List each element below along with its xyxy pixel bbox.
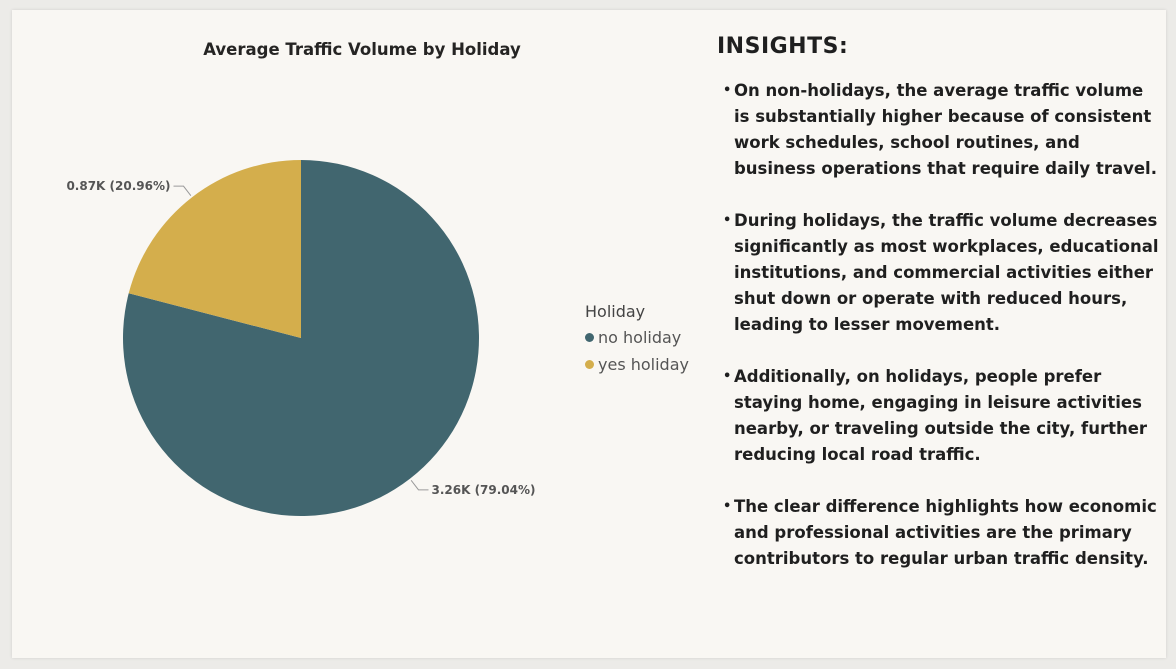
leader-line-no-holiday — [410, 480, 429, 491]
insight-text: On non-holidays, the average traffic vol… — [734, 81, 1157, 178]
insights-list: • On non-holidays, the average traffic vo… — [723, 78, 1163, 572]
legend-label-no-holiday: no holiday — [598, 328, 682, 347]
insight-item: • Additionally, on holidays, people prefe… — [723, 364, 1163, 468]
legend-item-no-holiday[interactable]: no holiday — [585, 324, 689, 351]
insight-item: • On non-holidays, the average traffic vo… — [723, 78, 1163, 182]
legend-item-yes-holiday[interactable]: yes holiday — [585, 351, 689, 378]
insight-item: • The clear difference highlights how eco… — [723, 494, 1163, 572]
legend-dot-yes-holiday — [585, 360, 594, 369]
insight-item: • During holidays, the traffic volume dec… — [723, 208, 1163, 338]
data-label-yes-holiday: 0.87K (20.96%) — [66, 179, 170, 193]
legend-title: Holiday — [585, 302, 646, 321]
data-label-no-holiday: 3.26K (79.04%) — [431, 483, 535, 497]
pie-slice-yes-holiday[interactable] — [128, 160, 301, 338]
insight-text: Additionally, on holidays, people prefer… — [734, 367, 1148, 464]
chart-title: Average Traffic Volume by Holiday — [203, 40, 521, 59]
insight-text: The clear difference highlights how econ… — [734, 497, 1157, 568]
legend-dot-no-holiday — [585, 333, 594, 342]
dashboard-panel: Average Traffic Volume by Holiday 3.26K … — [12, 10, 1166, 658]
legend-label-yes-holiday: yes holiday — [598, 355, 689, 374]
chart-legend: Holiday no holiday yes holiday — [585, 302, 689, 378]
bullet-icon: • — [723, 369, 732, 384]
bullet-icon: • — [723, 499, 732, 514]
insights-heading: INSIGHTS: — [717, 34, 849, 59]
pie-chart[interactable]: 3.26K (79.04%) 0.87K (20.96%) — [12, 10, 712, 658]
bullet-icon: • — [723, 83, 732, 98]
insight-text: During holidays, the traffic volume decr… — [734, 211, 1159, 334]
leader-line-yes-holiday — [173, 185, 192, 196]
bullet-icon: • — [723, 213, 732, 228]
